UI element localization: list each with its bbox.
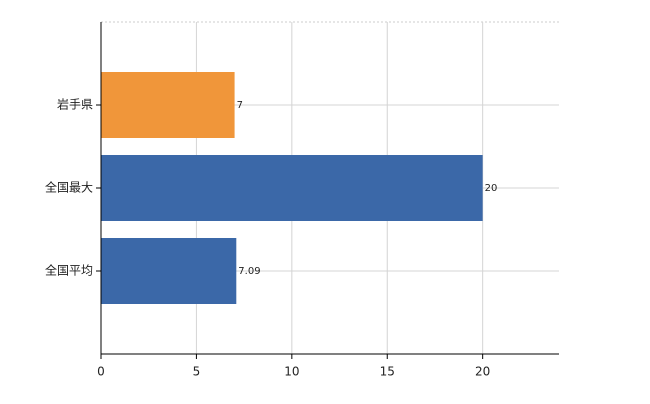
- bar: [101, 238, 237, 304]
- value-label: 7: [237, 100, 243, 111]
- value-label: 7.09: [238, 266, 260, 277]
- x-tick-label: 20: [475, 365, 490, 379]
- y-tick-label: 岩手県: [57, 97, 93, 112]
- x-tick-label: 10: [284, 365, 299, 379]
- x-tick-label: 15: [380, 365, 395, 379]
- value-label: 20: [485, 183, 498, 194]
- x-tick-label: 0: [97, 365, 105, 379]
- bar: [101, 155, 483, 221]
- y-tick-label: 全国平均: [45, 263, 93, 278]
- y-tick-label: 全国最大: [45, 180, 93, 195]
- bar: [101, 72, 235, 138]
- x-tick-label: 5: [193, 365, 201, 379]
